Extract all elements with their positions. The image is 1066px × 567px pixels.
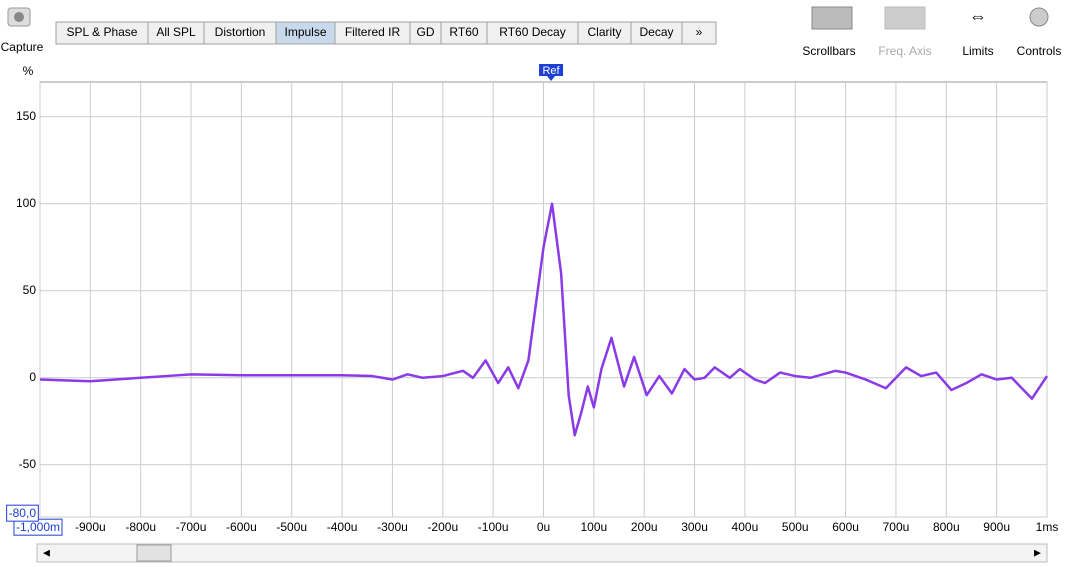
y-tick-label: 50 [23, 283, 37, 297]
capture-lens [14, 12, 24, 22]
button-label[interactable]: Limits [962, 44, 993, 58]
x-tick-label: 0u [537, 520, 550, 534]
button-label: Freq. Axis [878, 44, 931, 58]
tab-label[interactable]: GD [417, 25, 435, 39]
scrollbars-icon[interactable] [811, 6, 853, 30]
x-tick-label: 900u [983, 520, 1010, 534]
tab-label[interactable]: Distortion [215, 25, 266, 39]
freq-axis-icon [884, 6, 926, 30]
tab-label[interactable]: » [696, 25, 703, 39]
x-tick-label: -900u [75, 520, 106, 534]
controls-icon[interactable] [1029, 7, 1049, 27]
x-tick-label: -200u [427, 520, 458, 534]
y-limit-box [6, 504, 39, 522]
x-tick-label: 800u [933, 520, 960, 534]
tabs: SPL & Phase All SPL Distortion Impulse Filte… [55, 21, 717, 45]
scrollbar[interactable] [36, 543, 1048, 563]
y-tick-label: 100 [16, 196, 36, 210]
tab-label[interactable]: Impulse [284, 25, 326, 39]
x-tick-label: 200u [631, 520, 658, 534]
scroll-right[interactable]: ▶ [1034, 547, 1041, 557]
button-label[interactable]: Controls [1017, 44, 1062, 58]
x-tick-label: 400u [732, 520, 759, 534]
x-tick-label: 600u [832, 520, 859, 534]
x-tick-label: 100u [580, 520, 607, 534]
x-tick-label: 700u [883, 520, 910, 534]
tab-label[interactable]: All SPL [156, 25, 196, 39]
x-tick-label: -600u [226, 520, 257, 534]
tab-label[interactable]: Decay [639, 25, 673, 39]
x-tick-label: 300u [681, 520, 708, 534]
y-tick-label: 0 [29, 370, 36, 384]
plot: -1,000m -900u -800u -700u -600u -500u -400u -30… [6, 64, 1059, 536]
x-tick-label: -100u [478, 520, 509, 534]
y-tick-label: 150 [16, 109, 36, 123]
x-tick-label: -1,000m [16, 520, 60, 534]
tab-label[interactable]: SPL & Phase [67, 25, 138, 39]
x-tick-label: -800u [125, 520, 156, 534]
x-tick-label: -400u [327, 520, 358, 534]
limits-icon[interactable]: ⇔ [969, 6, 987, 26]
x-tick-label: 500u [782, 520, 809, 534]
scroll-left[interactable]: ◀ [43, 547, 50, 557]
x-tick-label: -300u [377, 520, 408, 534]
tab-label[interactable]: Filtered IR [345, 25, 401, 39]
x-tick-label: -700u [176, 520, 207, 534]
y-axis-label: % [23, 64, 34, 78]
x-tick-label: 1ms [1036, 520, 1059, 534]
impulse-line [39, 202, 1049, 437]
y-tick-label: -80,0 [9, 506, 37, 520]
tab[interactable] [681, 21, 717, 45]
tab-label[interactable]: Clarity [587, 25, 621, 39]
ref-label: Ref [542, 65, 560, 77]
tab-label[interactable]: RT60 Decay [499, 25, 565, 39]
x-tick-label: -500u [276, 520, 307, 534]
button-label[interactable]: Scrollbars [802, 44, 855, 58]
buttons: Scrollbars Freq. Axis Limits Controls [802, 44, 1061, 58]
capture-label[interactable]: Capture [1, 40, 44, 54]
scrollbar-thumb[interactable] [136, 544, 172, 562]
ref-marker [539, 64, 564, 81]
tab-label[interactable]: RT60 [449, 25, 478, 39]
y-tick-label: -50 [19, 457, 37, 471]
